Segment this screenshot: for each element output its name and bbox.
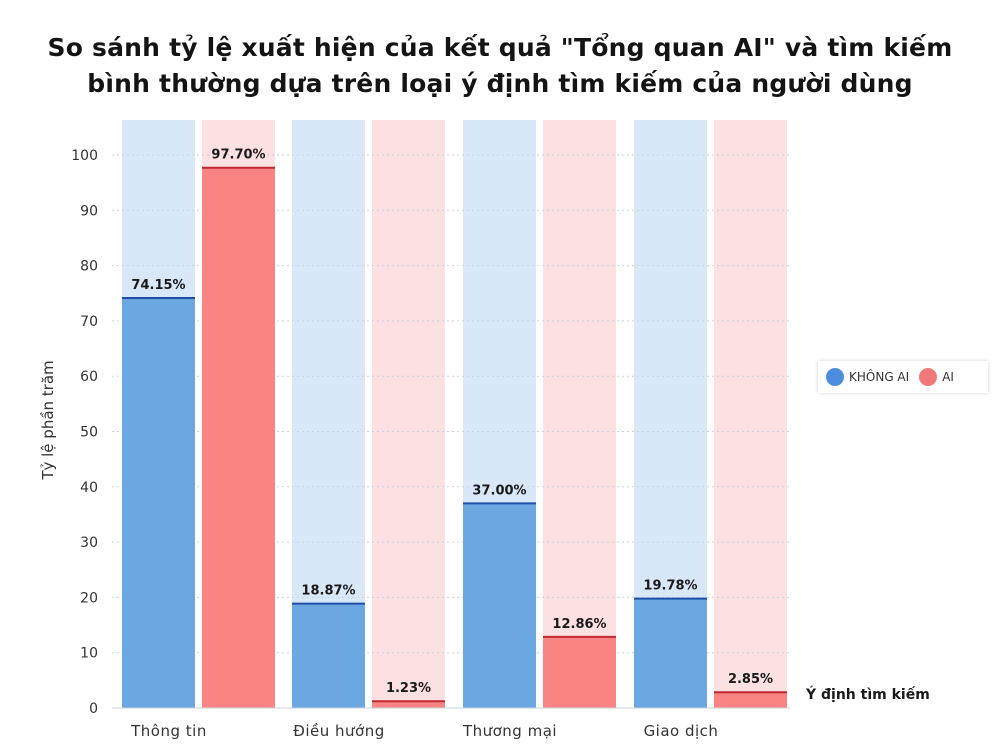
chart-title: So sánh tỷ lệ xuất hiện của kết quả "Tổn…: [0, 30, 1000, 102]
data-label-khong-ai-dieu-huong: 18.87%: [301, 584, 355, 599]
bar-ai-thuong-mai: [543, 636, 616, 708]
x-tick-label-giao-dich: Giao dịch: [644, 722, 719, 740]
y-tick-label-80: 80: [80, 259, 98, 275]
y-tick-label-90: 90: [80, 203, 98, 219]
data-label-ai-giao-dich: 2.85%: [728, 672, 773, 687]
bar-background-ai-thuong-mai: [543, 120, 616, 708]
y-tick-label-20: 20: [80, 590, 98, 606]
legend-label-ai: AI: [942, 370, 954, 384]
bar-khong-ai-giao-dich: [634, 598, 707, 708]
legend-swatch-ai: [919, 368, 938, 386]
legend-swatch-khong-ai: [826, 368, 844, 386]
y-tick-label-60: 60: [80, 369, 98, 385]
bar-ai-giao-dich: [714, 692, 787, 708]
x-axis-label: Ý định tìm kiếm: [806, 687, 930, 703]
y-tick-label-30: 30: [80, 535, 98, 551]
x-tick-label-thuong-mai: Thương mại: [462, 722, 557, 740]
y-tick-label-70: 70: [80, 314, 98, 330]
chart-title-line-1: So sánh tỷ lệ xuất hiện của kết quả "Tổn…: [47, 33, 953, 62]
y-tick-label-100: 100: [71, 148, 98, 164]
legend-label-khong-ai: KHÔNG AI: [849, 370, 910, 384]
y-tick-label-10: 10: [80, 646, 98, 662]
data-label-ai-thuong-mai: 12.86%: [552, 617, 606, 632]
x-tick-label-thong-tin: Thông tin: [130, 722, 207, 740]
bar-background-ai-giao-dich: [714, 120, 787, 708]
data-label-khong-ai-thong-tin: 74.15%: [131, 278, 185, 293]
x-tick-label-dieu-huong: Điều hướng: [293, 722, 385, 740]
data-label-ai-dieu-huong: 1.23%: [386, 681, 431, 696]
y-tick-label-40: 40: [80, 480, 98, 496]
bar-khong-ai-thong-tin: [122, 297, 195, 708]
y-tick-label-0: 0: [89, 701, 98, 717]
chart-title-line-2: bình thường dựa trên loại ý định tìm kiế…: [87, 69, 913, 98]
y-tick-label-50: 50: [80, 425, 98, 441]
data-label-khong-ai-giao-dich: 19.78%: [643, 579, 697, 594]
legend-item-khong-ai[interactable]: KHÔNG AI: [826, 368, 909, 386]
bar-ai-thong-tin: [202, 167, 275, 708]
legend: KHÔNG AI AI: [818, 361, 988, 393]
legend-item-ai[interactable]: AI: [919, 368, 954, 386]
bar-ai-dieu-huong: [372, 701, 445, 708]
data-label-ai-thong-tin: 97.70%: [211, 148, 265, 163]
bar-background-ai-dieu-huong: [372, 120, 445, 708]
bar-khong-ai-thuong-mai: [463, 503, 536, 708]
bar-khong-ai-dieu-huong: [292, 603, 365, 708]
data-label-khong-ai-thuong-mai: 37.00%: [472, 483, 526, 498]
y-axis-label: Tỷ lệ phần trăm: [39, 360, 57, 480]
